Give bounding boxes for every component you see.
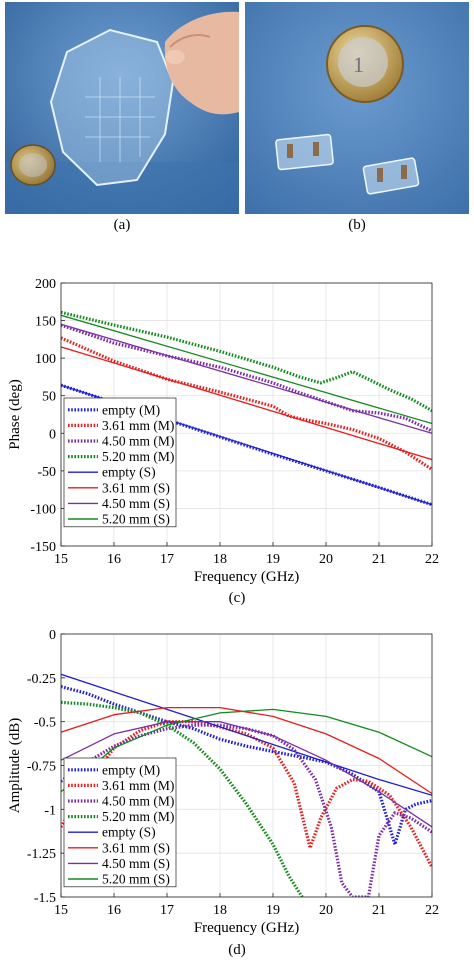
x-tick-label: 22 — [425, 903, 439, 918]
y-tick-label: 100 — [35, 352, 56, 367]
series-line — [61, 310, 432, 413]
y-tick-label: -0.25 — [27, 672, 56, 687]
legend-entry: empty (S) — [102, 825, 156, 840]
y-tick-label: -1.25 — [27, 847, 56, 862]
legend-entry: 4.50 mm (S) — [102, 856, 170, 871]
glass-wafer-icon — [49, 28, 175, 187]
caption-a: (a) — [113, 217, 131, 233]
legend: empty (M)3.61 mm (M)4.50 mm (M)5.20 mm (… — [63, 757, 177, 888]
series-line — [61, 314, 432, 425]
legend-box — [63, 397, 177, 528]
y-tick-label: 150 — [35, 315, 56, 330]
caption-c: (c) — [228, 590, 246, 606]
x-tick-label: 18 — [213, 552, 227, 567]
series-line — [61, 673, 432, 796]
photo-b-illustration: 1 — [245, 2, 469, 214]
y-tick-label: -50 — [37, 465, 56, 480]
legend-entry: 4.50 mm (S) — [102, 496, 170, 511]
series-line — [61, 346, 432, 461]
x-tick-label: 21 — [372, 552, 386, 567]
y-tick-label: 50 — [42, 390, 56, 405]
plot-frame — [60, 282, 433, 547]
y-axis-label: Amplitude (dB) — [7, 718, 23, 813]
photo-a — [5, 2, 239, 214]
x-tick-label: 19 — [266, 903, 280, 918]
series-group — [61, 673, 432, 897]
x-axis-label: Frequency (GHz) — [194, 920, 299, 936]
euro-coin-icon: 1 — [326, 25, 404, 103]
series-line — [61, 700, 304, 897]
svg-text:1: 1 — [353, 52, 364, 77]
x-tick-label: 17 — [160, 903, 174, 918]
x-tick-label: 21 — [372, 903, 386, 918]
y-tick-label: -1 — [44, 803, 56, 818]
legend-entry: 5.20 mm (M) — [102, 449, 174, 464]
photo-b: 1 — [245, 2, 469, 214]
x-tick-label: 17 — [160, 552, 174, 567]
x-tick-label: 20 — [319, 552, 333, 567]
photo-a-illustration — [5, 2, 239, 214]
y-tick-label: -1.5 — [34, 891, 56, 906]
x-tick-label: 20 — [319, 903, 333, 918]
caption-b: (b) — [348, 217, 366, 233]
x-tick-label: 22 — [425, 552, 439, 567]
x-tick-label: 15 — [54, 903, 68, 918]
legend-entry: 3.61 mm (S) — [102, 480, 170, 495]
glass-sample-icon — [275, 133, 334, 171]
y-tick-label: 0 — [49, 628, 56, 643]
legend-entry: 4.50 mm (M) — [102, 434, 174, 449]
legend-entry: 3.61 mm (S) — [102, 840, 170, 855]
x-tick-label: 18 — [213, 903, 227, 918]
x-tick-label: 16 — [107, 903, 121, 918]
legend-entry: 3.61 mm (M) — [102, 418, 174, 433]
y-tick-label: 200 — [35, 277, 56, 292]
legend-entry: empty (M) — [102, 402, 160, 417]
glass-sample-icon — [362, 157, 420, 195]
legend-entry: 4.50 mm (M) — [102, 794, 174, 809]
x-tick-label: 15 — [54, 552, 68, 567]
series-line — [61, 721, 432, 828]
legend-entry: 5.20 mm (S) — [102, 872, 170, 887]
legend-entry: 5.20 mm (S) — [102, 512, 170, 527]
y-axis-label: Phase (deg) — [7, 379, 23, 449]
x-tick-label: 16 — [107, 552, 121, 567]
amplitude-chart: 15 16 17 18 19 20 21 22 -1.5 -1.25 -1 -0.75 -0.5 -0.2… — [7, 628, 439, 936]
legend-box — [63, 757, 177, 888]
legend-entry: 3.61 mm (M) — [102, 778, 174, 793]
series-line — [61, 708, 432, 793]
series-line — [61, 706, 432, 795]
legend-entry: empty (S) — [102, 465, 156, 480]
phase-chart: 15 16 17 18 19 20 21 22 -150 -100 -50 0 50 100 150 200 F… — [7, 277, 439, 585]
x-tick-label: 19 — [266, 552, 280, 567]
y-tick-label: -0.5 — [34, 716, 56, 731]
legend-entry: empty (M) — [102, 762, 160, 777]
series-line — [61, 720, 432, 868]
x-axis-label: Frequency (GHz) — [194, 569, 299, 585]
y-tick-label: -100 — [30, 502, 56, 517]
hand-icon — [164, 11, 239, 115]
y-tick-label: 0 — [49, 427, 56, 442]
euro-coin-icon — [10, 144, 56, 186]
series-line — [61, 323, 432, 434]
y-tick-label: -150 — [30, 540, 56, 555]
legend: empty (M)3.61 mm (M)4.50 mm (M)5.20 mm (… — [63, 397, 177, 528]
y-tick-label: -0.75 — [27, 760, 56, 775]
series-line — [61, 323, 432, 433]
caption-d: (d) — [228, 942, 246, 958]
legend-entry: 5.20 mm (M) — [102, 809, 174, 824]
